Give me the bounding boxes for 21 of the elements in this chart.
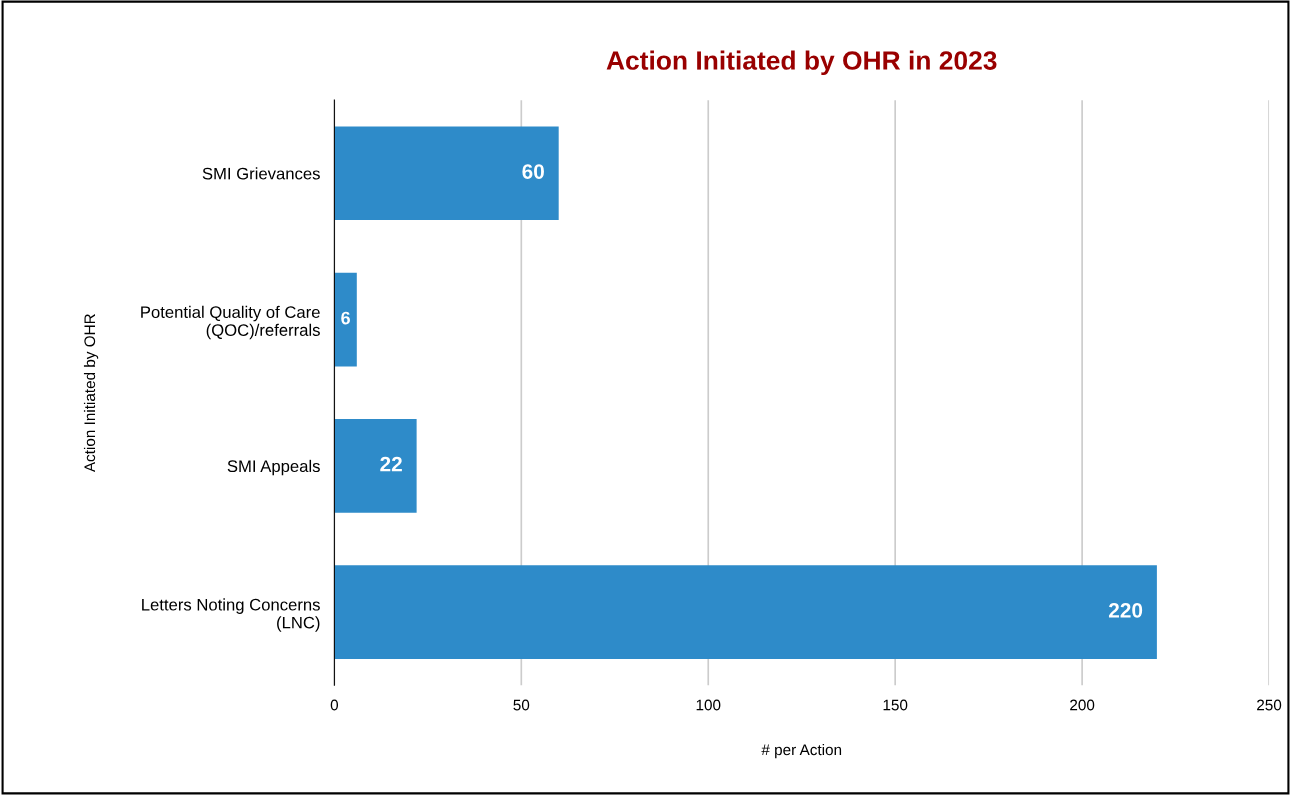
y-tick-label: SMI Appeals [227,459,320,476]
x-axis-title: # per Action [761,743,842,759]
x-tick-label: 0 [330,699,339,711]
y-tick-label: SMI Grievances [202,167,320,180]
bar [334,565,1157,659]
y-tick-label: Letters Noting Concerns (LNC) [142,598,320,632]
data-label: 60 [522,164,544,179]
data-label: 6 [341,311,350,325]
bar [334,126,559,221]
y-axis-title: Action Initiated by OHR [83,314,99,473]
x-tick-label: 200 [1070,699,1095,711]
chart-title: Action Initiated by OHR in 2023 [606,50,997,76]
x-tick-label: 100 [696,699,721,711]
x-tick-label: 250 [1257,699,1282,711]
bar [334,419,417,513]
x-tick-label: 150 [883,699,908,711]
y-tick-label: Potential Quality of Care (QOC)/referrals [141,305,320,340]
x-tick-label: 50 [513,699,530,711]
data-label: 22 [380,456,402,472]
data-label: 220 [1108,602,1143,618]
bar [334,272,357,367]
